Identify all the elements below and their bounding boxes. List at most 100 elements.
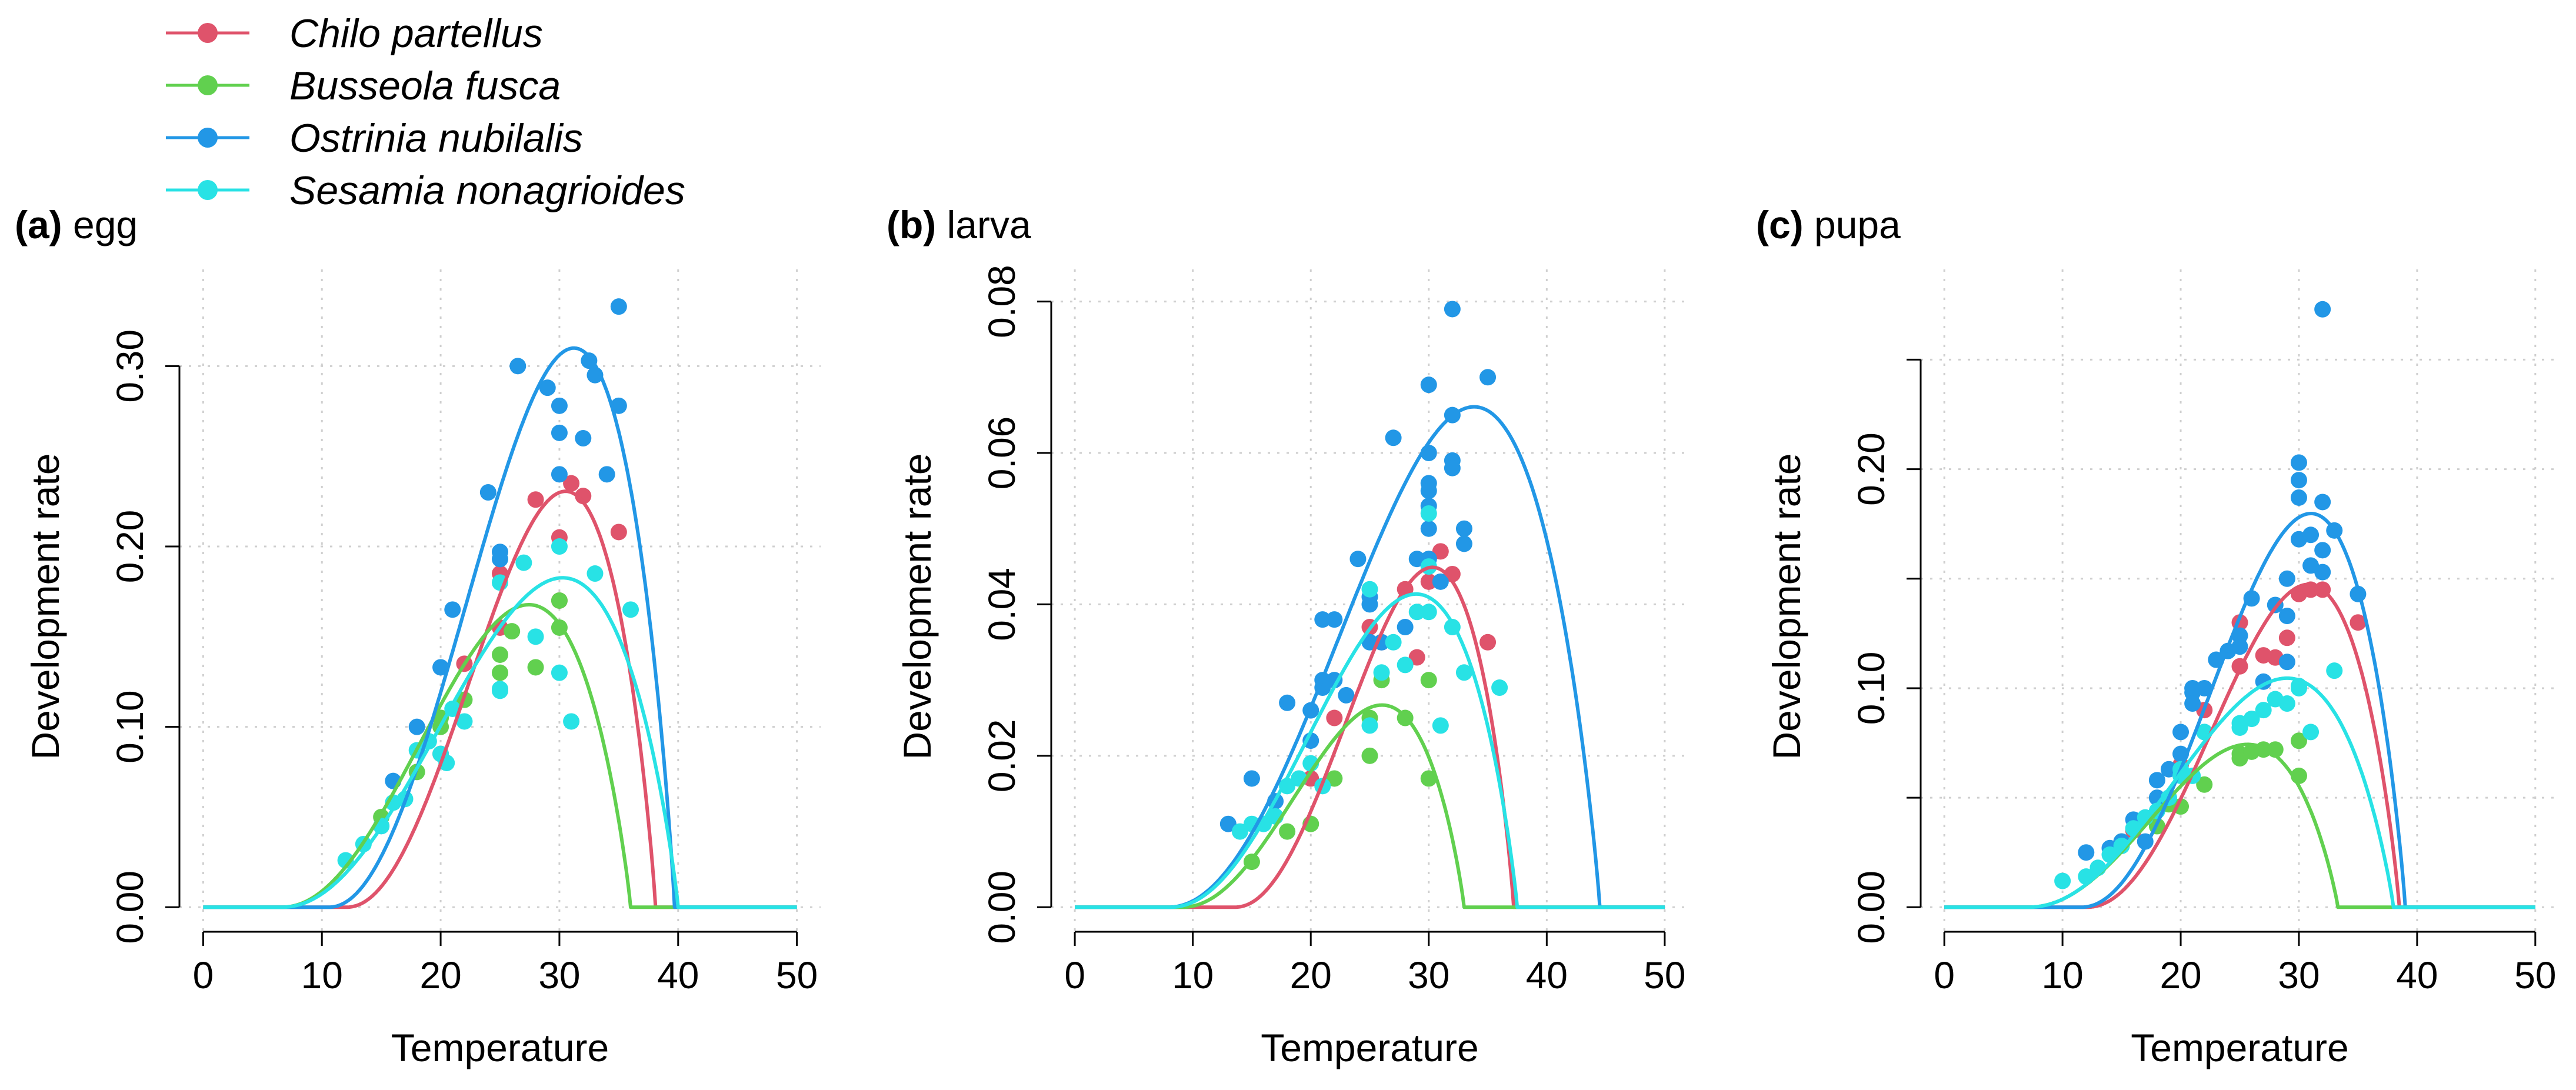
x-tick-label: 10	[301, 954, 343, 996]
data-point	[2278, 570, 2295, 587]
grid	[179, 269, 821, 932]
y-axis-title: Development rate	[24, 454, 67, 760]
data-point	[1314, 611, 1331, 628]
legend-label: Busseola fusca	[289, 64, 561, 108]
data-point	[515, 554, 532, 571]
data-point	[1361, 581, 1378, 598]
data-point	[2113, 838, 2130, 855]
curve-sesamia-nonagrioides	[1074, 592, 1665, 909]
data-point	[2278, 629, 2295, 646]
panel-title: pupa	[1804, 203, 1901, 246]
y-tick-label: 0.00	[1850, 871, 1892, 944]
x-tick-label: 20	[1290, 954, 1332, 996]
data-point	[1420, 482, 1437, 499]
data-point	[1444, 459, 1461, 476]
data-point	[1420, 376, 1437, 394]
data-point	[610, 524, 627, 541]
x-tick-label: 50	[1644, 954, 1685, 996]
data-point	[2302, 724, 2320, 741]
x-tick-label: 50	[2514, 954, 2556, 996]
data-point	[1432, 543, 1449, 560]
data-point	[492, 646, 508, 663]
data-point	[1408, 604, 1425, 621]
series-points-ostrinia-nubilalis	[2078, 301, 2367, 861]
data-point	[1455, 520, 1472, 537]
x-tick-label: 20	[419, 954, 461, 996]
data-point	[563, 475, 580, 492]
legend-item-sesamia-nonagrioides: Sesamia nonagrioides	[166, 168, 685, 213]
data-point	[2278, 654, 2295, 671]
axes: 0 10 20 30 40 50 0.00 0.10 0.20 0.30	[109, 329, 818, 996]
data-point	[1326, 611, 1343, 628]
panel-egg: 0 10 20 30 40 50 0.00 0.10 0.20 0.30 Temperature De…	[15, 203, 821, 1069]
panel-label: (c) pupa	[1756, 203, 1901, 246]
data-point	[1420, 770, 1437, 787]
curve-sesamia-nonagrioides	[202, 576, 798, 909]
data-point	[1420, 573, 1437, 590]
x-tick-label: 50	[776, 954, 818, 996]
panel-pupa: 0 10 20 30 40 50 0.00 0.10 0.20 Temperature Develo…	[1756, 203, 2559, 1069]
data-point	[1432, 717, 1449, 734]
legend-marker	[198, 23, 218, 43]
points	[1219, 301, 1508, 871]
data-point	[551, 664, 568, 681]
data-point	[1326, 709, 1343, 726]
grid	[1051, 269, 1688, 932]
data-point	[2184, 695, 2201, 712]
data-point	[1349, 551, 1367, 568]
y-axis-title: Development rate	[895, 454, 939, 760]
data-point	[551, 466, 568, 483]
data-point	[1243, 770, 1260, 787]
data-point	[539, 379, 556, 396]
data-point	[1361, 717, 1378, 734]
panel-larva: 0 10 20 30 40 50 0.00 0.02 0.04 0.06 0.08 Temperatu…	[887, 203, 1688, 1069]
data-point	[1420, 672, 1437, 689]
data-point	[527, 491, 544, 508]
y-tick-label: 0.10	[1850, 652, 1892, 725]
data-point	[527, 659, 544, 676]
data-point	[2350, 614, 2367, 631]
data-point	[1397, 656, 1414, 674]
y-tick-label: 0.00	[109, 871, 151, 944]
data-point	[1420, 520, 1437, 537]
data-point	[1491, 679, 1508, 696]
data-point	[610, 298, 627, 315]
curves	[1074, 405, 1665, 909]
data-point	[2314, 542, 2331, 559]
x-axis-title: Temperature	[2131, 1026, 2349, 1069]
x-tick-label: 30	[2278, 954, 2320, 996]
data-point	[2196, 679, 2213, 696]
legend-marker	[198, 75, 218, 95]
legend-marker	[198, 128, 218, 148]
data-point	[2290, 732, 2307, 749]
data-point	[1373, 664, 1390, 681]
curve-chilo-partellus	[1074, 565, 1665, 909]
panel-title: egg	[62, 203, 138, 246]
data-point	[1455, 664, 1472, 681]
data-point	[563, 713, 580, 730]
y-tick-label: 0.30	[109, 329, 151, 403]
curves	[202, 346, 798, 909]
data-point	[551, 397, 568, 414]
data-point	[1385, 634, 1402, 651]
x-tick-label: 20	[2160, 954, 2201, 996]
data-point	[492, 664, 508, 681]
data-point	[2054, 872, 2071, 889]
data-point	[2290, 489, 2307, 506]
data-point	[1302, 770, 1319, 787]
data-point	[2172, 724, 2190, 741]
x-axis-title: Temperature	[391, 1026, 609, 1069]
data-point	[2290, 454, 2307, 471]
curve-ostrinia-nubilalis	[1944, 512, 2536, 909]
y-tick-label: 0.20	[1850, 432, 1892, 506]
x-tick-label: 30	[1408, 954, 1449, 996]
y-tick-label: 0.08	[981, 265, 1023, 338]
series-points-busseola-fusca	[1243, 672, 1437, 871]
data-point	[1432, 573, 1449, 590]
data-point	[575, 430, 592, 447]
data-point	[1279, 823, 1296, 840]
data-point	[551, 424, 568, 441]
data-point	[1420, 505, 1437, 522]
data-point	[2314, 494, 2331, 511]
x-tick-label: 40	[1526, 954, 1568, 996]
